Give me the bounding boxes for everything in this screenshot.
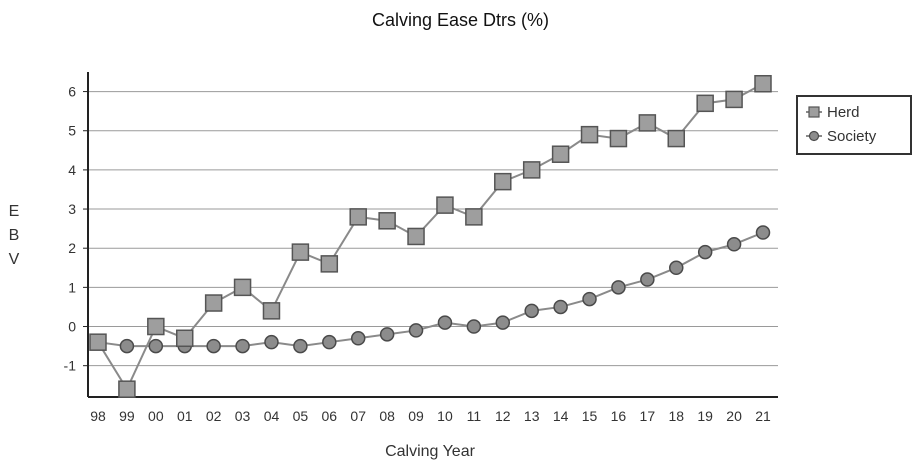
point-herd: [118, 380, 136, 398]
series-markers: [89, 74, 772, 398]
point-society: [697, 244, 713, 260]
y-tick-label: -1: [64, 358, 77, 374]
point-herd: [580, 125, 599, 144]
x-tick-label: 19: [697, 408, 713, 424]
y-axis-label-letter: V: [9, 251, 20, 268]
y-tick-label: 1: [68, 279, 76, 295]
x-tick-label: 09: [408, 408, 424, 424]
y-tick-labels: -1 0 1 2 3 4 5 6: [64, 84, 77, 374]
point-society: [408, 323, 424, 338]
series-line-society: [97, 231, 764, 348]
point-society: [553, 299, 568, 315]
legend-label-society: Society: [827, 128, 877, 145]
axes: [87, 72, 778, 398]
x-tick-label: 05: [293, 408, 309, 424]
x-tick-label: 15: [582, 408, 598, 424]
x-tick-label: 12: [495, 408, 511, 424]
legend-label-herd: Herd: [827, 104, 860, 121]
legend-marker-society: [808, 130, 820, 142]
legend: Herd Society: [796, 95, 912, 155]
x-tick-label: 06: [322, 408, 338, 424]
point-society: [726, 237, 742, 252]
point-herd: [204, 294, 223, 312]
point-society: [148, 338, 164, 354]
point-herd: [233, 278, 252, 297]
gridlines: [83, 91, 778, 367]
point-society: [206, 338, 221, 354]
x-tick-label: 08: [379, 408, 395, 424]
x-tick-label: 18: [668, 408, 684, 424]
point-society: [119, 338, 135, 354]
point-society: [322, 334, 337, 350]
point-herd: [436, 196, 454, 214]
y-axis-label-letter: E: [9, 203, 20, 220]
point-herd: [175, 329, 194, 348]
point-herd: [320, 255, 339, 273]
x-tick-labels: 98 99 00 01 02 03 04 05 06 07 08 09 10 11 12 13 14 15 16 17…: [90, 408, 771, 424]
point-herd: [407, 227, 425, 246]
legend-marker-herd: [808, 106, 820, 118]
point-society: [611, 280, 626, 295]
y-tick-label: 4: [68, 162, 76, 178]
point-herd: [378, 212, 396, 230]
y-tick-label: 6: [68, 84, 76, 100]
point-herd: [262, 302, 281, 320]
x-tick-label: 16: [611, 408, 627, 424]
point-herd: [89, 333, 107, 351]
point-herd: [551, 145, 570, 163]
point-herd: [667, 129, 686, 148]
point-society: [293, 338, 308, 354]
x-tick-label: 14: [553, 408, 569, 424]
y-tick-label: 0: [68, 319, 76, 335]
x-tick-label: 07: [350, 408, 366, 424]
point-society: [495, 315, 511, 330]
x-tick-label: 21: [755, 408, 771, 424]
y-axis-label-letter: B: [9, 227, 20, 244]
point-herd: [349, 208, 367, 226]
point-herd: [465, 208, 483, 226]
point-society: [524, 303, 539, 319]
point-society: [582, 291, 597, 307]
point-herd: [638, 114, 657, 132]
point-society: [379, 327, 395, 342]
point-society: [437, 315, 453, 330]
point-herd: [291, 243, 310, 261]
y-axis-label: EBV: [9, 203, 20, 268]
point-society: [466, 319, 482, 334]
x-tick-label: 98: [90, 408, 106, 424]
chart-title: Calving Ease Dtrs (%): [371, 10, 550, 30]
x-tick-label: 03: [235, 408, 251, 424]
series-lines: [97, 82, 764, 392]
y-tick-label: 5: [68, 123, 76, 139]
x-tick-label: 04: [264, 408, 280, 424]
point-society: [669, 260, 684, 276]
point-herd: [754, 74, 772, 93]
point-herd: [494, 172, 512, 191]
point-society: [640, 272, 655, 287]
x-tick-label: 20: [726, 408, 742, 424]
y-tick-label: 3: [68, 201, 76, 217]
point-society: [755, 225, 771, 240]
legend-box: [796, 95, 912, 155]
point-herd: [522, 161, 541, 179]
point-herd: [725, 90, 743, 109]
x-tick-label: 00: [148, 408, 164, 424]
x-axis-label: Calving Year: [385, 443, 476, 460]
x-tick-label: 10: [437, 408, 453, 424]
x-tick-label: 02: [206, 408, 222, 424]
point-society: [264, 334, 279, 350]
x-tick-label: 99: [119, 408, 135, 424]
x-tick-label: 17: [640, 408, 656, 424]
y-tick-label: 2: [68, 240, 76, 256]
x-tick-label: 13: [524, 408, 540, 424]
point-herd: [147, 317, 165, 336]
series-line-herd: [97, 82, 764, 392]
point-herd: [696, 94, 714, 113]
x-tick-label: 01: [177, 408, 193, 424]
x-tick-label: 11: [467, 408, 482, 424]
point-herd: [609, 129, 628, 148]
point-society: [235, 338, 250, 354]
point-society: [350, 331, 366, 346]
